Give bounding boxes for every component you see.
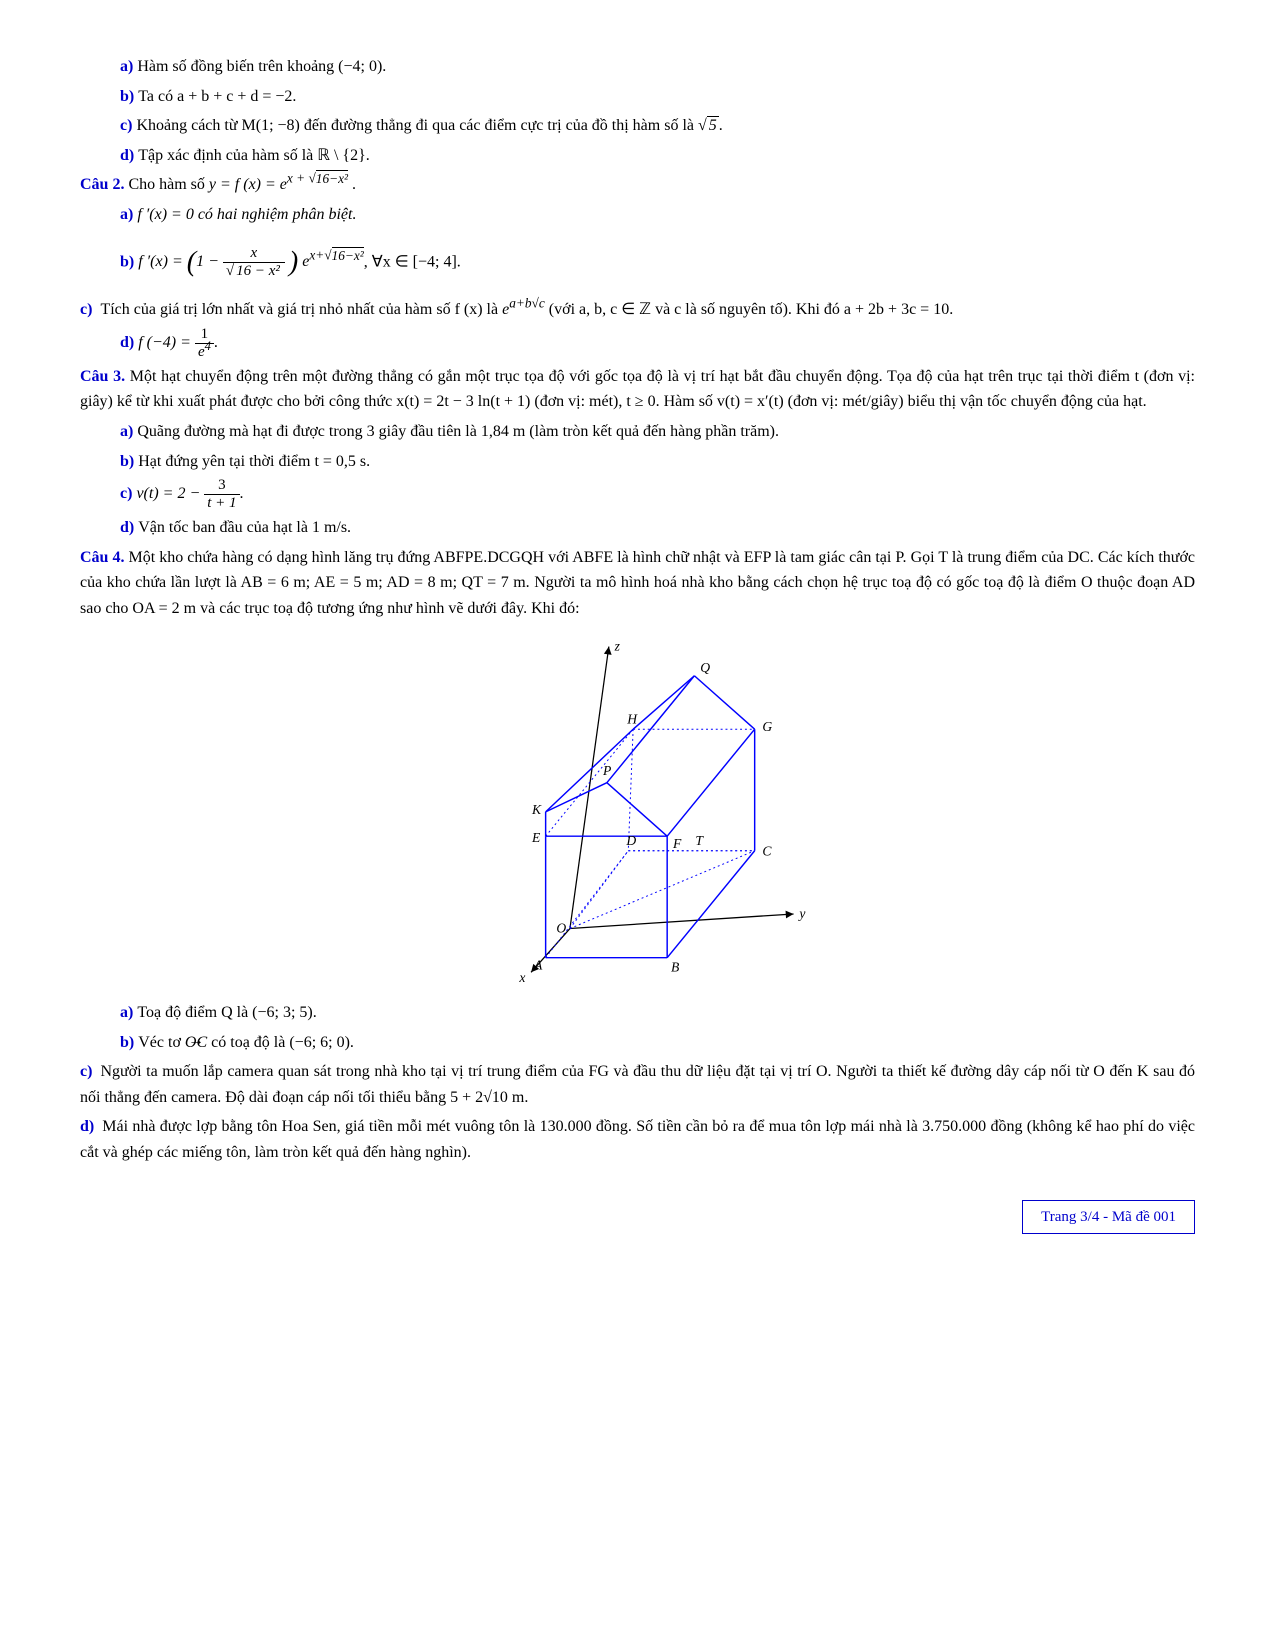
cau2-intro-post: . xyxy=(352,176,356,193)
svg-text:B: B xyxy=(671,959,680,974)
q1-c-tail: . xyxy=(719,117,723,134)
q1-a: a) Hàm số đồng biến trên khoảng (−4; 0). xyxy=(120,54,1195,80)
cau2-c-mid: (với a, b, c ∈ ℤ và c là số nguyên tố). … xyxy=(545,301,953,318)
svg-text:x: x xyxy=(518,970,525,982)
cau2-intro-pre: Cho hàm số xyxy=(128,176,208,193)
cau4-c: c)Người ta muốn lắp camera quan sát tron… xyxy=(80,1059,1195,1110)
q1-c: c) Khoảng cách từ M(1; −8) đến đường thẳ… xyxy=(120,113,1195,139)
cau2-c: c)Tích của giá trị lớn nhất và giá trị n… xyxy=(80,297,1195,323)
cau2-a: a) f ′(x) = 0 có hai nghiệm phân biệt. xyxy=(120,202,1195,228)
cau3-b-text: Hạt đứng yên tại thời điểm t = 0,5 s. xyxy=(138,453,370,470)
cau4-d: d)Mái nhà được lợp bằng tôn Hoa Sen, giá… xyxy=(80,1114,1195,1165)
svg-text:z: z xyxy=(613,638,620,653)
svg-text:Q: Q xyxy=(700,659,710,674)
q1-d-text: Tập xác định của hàm số là ℝ \ {2}. xyxy=(138,147,370,164)
cau2-d: d) f (−4) = 1e4. xyxy=(120,327,1195,360)
svg-text:F: F xyxy=(672,835,682,850)
cau4-a-text: Toạ độ điểm Q là (−6; 3; 5). xyxy=(137,1004,316,1021)
cau3-b: b) Hạt đứng yên tại thời điểm t = 0,5 s. xyxy=(120,449,1195,475)
q1-a-text: Hàm số đồng biến trên khoảng (−4; 0). xyxy=(137,58,386,75)
cau3-d-text: Vận tốc ban đầu của hạt là 1 m/s. xyxy=(138,519,351,536)
cau2-intro: Câu 2. Cho hàm số y = f (x) = ex + √16−x… xyxy=(80,172,1195,198)
cau4-b-post: có toạ độ là (−6; 6; 0). xyxy=(207,1034,354,1051)
cau2-d-post: . xyxy=(214,334,218,351)
svg-text:D: D xyxy=(625,832,636,847)
svg-text:E: E xyxy=(531,830,541,845)
svg-text:C: C xyxy=(762,843,772,858)
cau3-a: a) Quãng đường mà hạt đi được trong 3 gi… xyxy=(120,419,1195,445)
svg-text:T: T xyxy=(695,832,704,847)
svg-text:P: P xyxy=(602,762,611,777)
cau4-intro: Câu 4. Một kho chứa hàng có dạng hình lă… xyxy=(80,545,1195,622)
cau3-c: c) v(t) = 2 − 3t + 1. xyxy=(120,478,1195,511)
q1-d: d) Tập xác định của hàm số là ℝ \ {2}. xyxy=(120,143,1195,169)
q1-b-text: Ta có a + b + c + d = −2. xyxy=(138,88,296,105)
cau4-title: Câu 4. xyxy=(80,549,125,566)
cau3-intro-text: Một hạt chuyển động trên một đường thẳng… xyxy=(80,368,1195,411)
svg-text:O: O xyxy=(556,920,566,935)
cau2-c-pre: Tích của giá trị lớn nhất và giá trị nhỏ… xyxy=(100,301,502,318)
svg-text:y: y xyxy=(797,905,806,920)
page-footer: Trang 3/4 - Mã đề 001 xyxy=(1022,1200,1195,1234)
cau2-b: b) f ′(x) = (1 − x√16 − x² ) ex+√16−x², … xyxy=(120,232,1195,294)
cau2-b-tail: , ∀x ∈ [−4; 4]. xyxy=(364,253,461,270)
q1-b: b) Ta có a + b + c + d = −2. xyxy=(120,84,1195,110)
cau2-a-text: f ′(x) = 0 có hai nghiệm phân biệt. xyxy=(133,206,356,223)
cau4-diagram: O A B C D T E F K G H P Qx y z xyxy=(80,632,1195,991)
cau4-d-text: Mái nhà được lợp bằng tôn Hoa Sen, giá t… xyxy=(80,1118,1195,1161)
cau3-c-pre: v(t) = 2 − xyxy=(132,485,204,502)
svg-text:K: K xyxy=(531,801,542,816)
cau4-c-text: Người ta muốn lắp camera quan sát trong … xyxy=(80,1063,1195,1106)
cau3-d: d) Vận tốc ban đầu của hạt là 1 m/s. xyxy=(120,515,1195,541)
cau4-b-pre: Véc tơ xyxy=(138,1034,185,1051)
svg-text:A: A xyxy=(532,957,542,972)
svg-text:H: H xyxy=(626,711,638,726)
cau3-intro: Câu 3. Một hạt chuyển động trên một đườn… xyxy=(80,364,1195,415)
cau3-a-text: Quãng đường mà hạt đi được trong 3 giây … xyxy=(137,423,779,440)
cau4-b: b) Véc tơ →OC có toạ độ là (−6; 6; 0). xyxy=(120,1030,1195,1056)
q1-c-pre: Khoảng cách từ M(1; −8) đến đường thẳng … xyxy=(136,117,698,134)
cau4-a: a) Toạ độ điểm Q là (−6; 3; 5). xyxy=(120,1000,1195,1026)
cau4-intro-text: Một kho chứa hàng có dạng hình lăng trụ … xyxy=(80,549,1195,617)
cau2-d-pre: f (−4) = xyxy=(134,334,195,351)
svg-text:G: G xyxy=(762,719,772,734)
cau2-title: Câu 2. xyxy=(80,176,124,193)
cau3-title: Câu 3. xyxy=(80,368,125,385)
cau3-c-post: . xyxy=(240,485,244,502)
